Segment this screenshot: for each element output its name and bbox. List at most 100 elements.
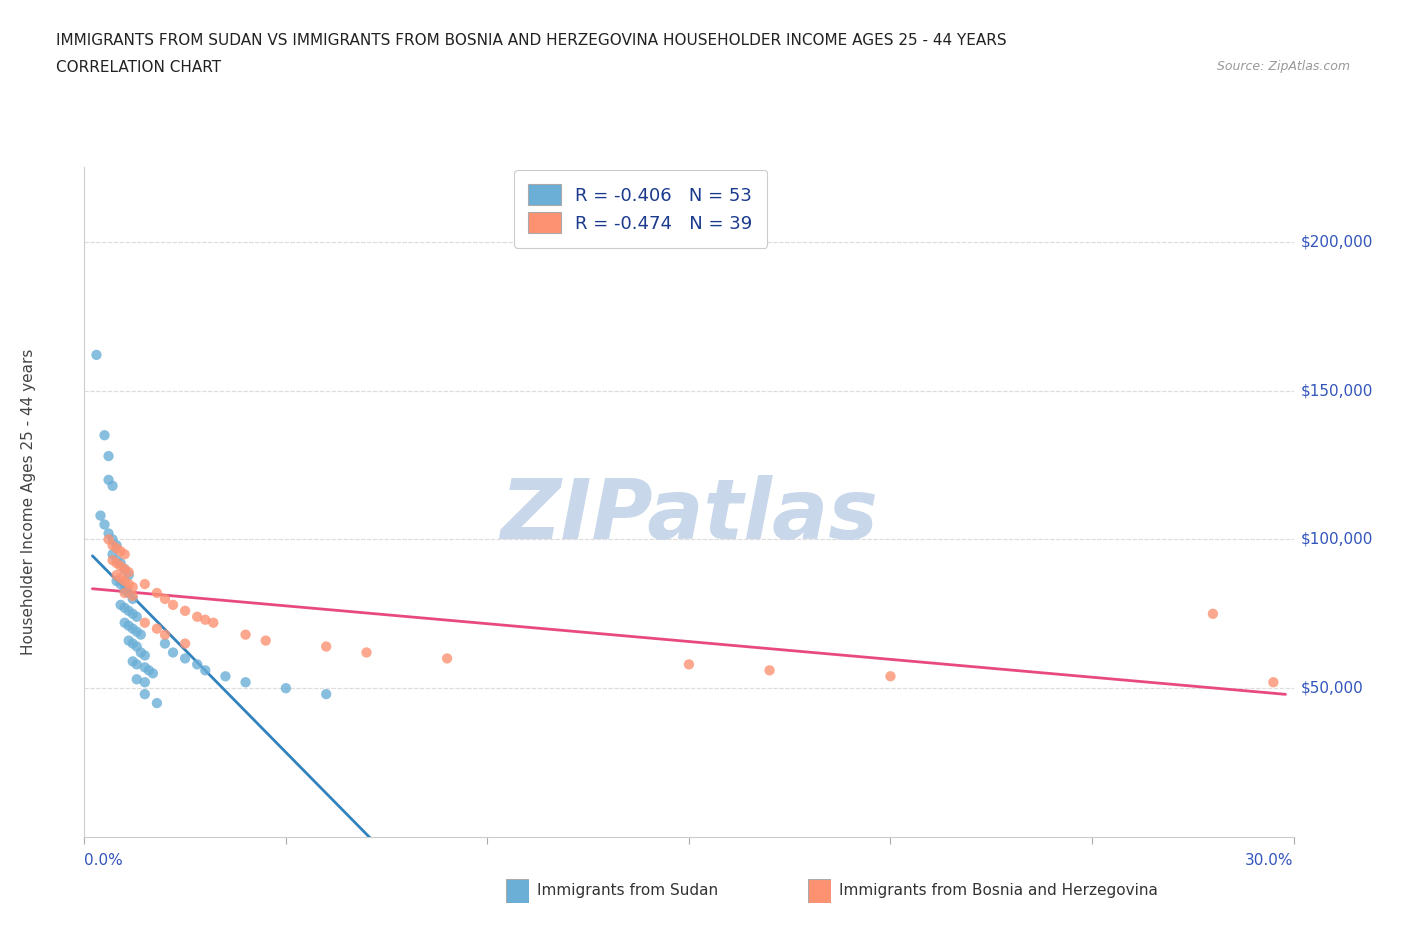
Legend: R = -0.406   N = 53, R = -0.474   N = 39: R = -0.406 N = 53, R = -0.474 N = 39 (515, 170, 768, 247)
Point (134, 675, 156, 690)
Text: $150,000: $150,000 (1301, 383, 1372, 398)
Text: CORRELATION CHART: CORRELATION CHART (56, 60, 221, 75)
Text: 0.0%: 0.0% (84, 853, 124, 868)
Point (125, 671, 148, 686)
Point (101, 547, 124, 562)
Point (254, 633, 277, 648)
Point (110, 577, 132, 591)
Point (174, 604, 197, 618)
Point (186, 657, 208, 671)
Point (114, 562, 136, 577)
Point (105, 574, 128, 589)
Point (110, 597, 132, 612)
Point (121, 591, 143, 606)
Text: Immigrants from Sudan: Immigrants from Sudan (537, 884, 718, 898)
Point (129, 627, 152, 642)
Text: 30.0%: 30.0% (1246, 853, 1294, 868)
Point (114, 574, 136, 589)
Point (118, 586, 141, 601)
Point (134, 577, 156, 591)
Point (105, 552, 128, 567)
Point (162, 645, 184, 660)
Point (118, 577, 141, 591)
Point (274, 681, 297, 696)
Point (114, 601, 136, 616)
Point (114, 547, 136, 562)
Point (101, 552, 124, 567)
Point (879, 669, 901, 684)
Point (315, 639, 337, 654)
Point (146, 586, 169, 601)
Point (125, 609, 148, 624)
Point (356, 645, 378, 660)
Point (235, 627, 257, 642)
Point (153, 636, 176, 651)
Point (110, 544, 132, 559)
Point (194, 612, 217, 627)
Point (202, 616, 225, 631)
Point (134, 660, 156, 675)
Point (186, 609, 208, 624)
Point (105, 567, 128, 582)
Point (125, 624, 148, 639)
Point (1263, 675, 1285, 690)
Point (89, 508, 111, 523)
Point (142, 666, 165, 681)
Point (101, 538, 124, 552)
Point (97, 526, 120, 541)
Point (174, 636, 197, 651)
Point (134, 686, 156, 701)
Point (138, 663, 160, 678)
Point (114, 616, 136, 631)
Point (121, 606, 143, 621)
Point (93, 428, 115, 443)
Point (153, 591, 176, 606)
Point (110, 571, 132, 586)
Text: Householder Income Ages 25 - 44 years: Householder Income Ages 25 - 44 years (21, 349, 35, 656)
Point (162, 597, 184, 612)
Point (110, 559, 132, 574)
Point (97, 532, 120, 547)
Point (436, 651, 458, 666)
Point (93, 517, 115, 532)
Text: IMMIGRANTS FROM SUDAN VS IMMIGRANTS FROM BOSNIA AND HERZEGOVINA HOUSEHOLDER INCO: IMMIGRANTS FROM SUDAN VS IMMIGRANTS FROM… (56, 33, 1007, 47)
Point (114, 582, 136, 597)
Point (114, 586, 136, 601)
Point (114, 562, 136, 577)
Point (125, 657, 148, 671)
Text: ZIPatlas: ZIPatlas (501, 475, 877, 556)
Point (678, 657, 700, 671)
Point (146, 621, 169, 636)
Text: $50,000: $50,000 (1301, 681, 1364, 696)
Point (134, 648, 156, 663)
Text: Source: ZipAtlas.com: Source: ZipAtlas.com (1216, 60, 1350, 73)
Point (110, 556, 132, 571)
Point (153, 627, 176, 642)
Point (118, 565, 141, 579)
Point (97, 472, 120, 487)
Text: $200,000: $200,000 (1301, 234, 1372, 249)
Point (125, 639, 148, 654)
Point (146, 696, 169, 711)
Text: $100,000: $100,000 (1301, 532, 1372, 547)
Point (118, 633, 141, 648)
Text: Immigrants from Bosnia and Herzegovina: Immigrants from Bosnia and Herzegovina (839, 884, 1159, 898)
Point (134, 616, 156, 631)
Point (101, 478, 124, 493)
Point (118, 618, 141, 633)
Point (235, 675, 257, 690)
Point (105, 556, 128, 571)
Point (101, 532, 124, 547)
Point (758, 663, 780, 678)
Point (118, 567, 141, 582)
Point (1202, 606, 1225, 621)
Point (121, 636, 143, 651)
Point (121, 589, 143, 604)
Point (121, 621, 143, 636)
Point (121, 579, 143, 594)
Point (129, 645, 152, 660)
Point (86, 348, 108, 363)
Point (97, 448, 120, 463)
Point (118, 604, 141, 618)
Point (121, 654, 143, 669)
